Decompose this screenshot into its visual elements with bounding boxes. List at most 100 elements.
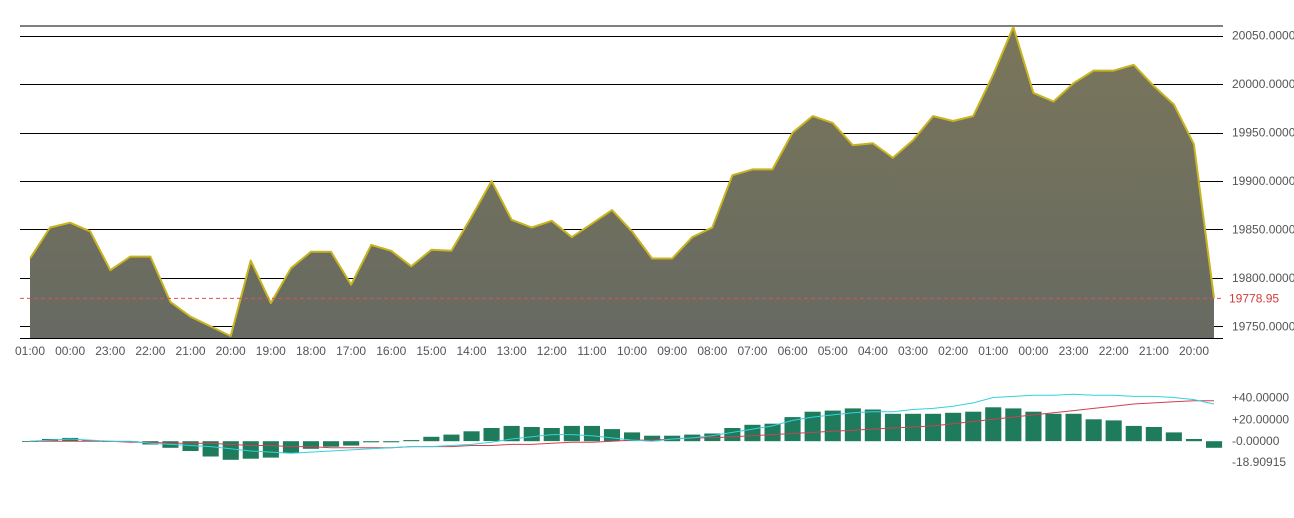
x-tick-label: 01:00	[15, 344, 45, 358]
price-area-fill	[30, 27, 1214, 338]
macd-bar	[1085, 419, 1102, 442]
y-tick-label: 19750.0000	[1232, 319, 1294, 333]
macd-bar	[443, 434, 460, 442]
x-tick-label: 21:00	[1139, 344, 1169, 358]
macd-bar	[262, 441, 279, 458]
macd-bar	[925, 413, 942, 442]
x-tick-label: 06:00	[778, 344, 808, 358]
x-tick-label: 07:00	[737, 344, 767, 358]
y-tick-label: 20050.0000	[1232, 29, 1294, 43]
x-tick-label: 10:00	[617, 344, 647, 358]
y-tick-label: 19850.0000	[1232, 222, 1294, 236]
price-y-axis: 19750.0000 19800.0000 19850.0000 19900.0000…	[1232, 29, 1294, 334]
last-price-marker: 19778.95	[20, 291, 1279, 305]
x-tick-label: 02:00	[938, 344, 968, 358]
macd-histogram	[22, 407, 1223, 460]
main-grid-lines	[20, 25, 1223, 339]
macd-bar	[523, 427, 540, 442]
macd-bar	[764, 423, 781, 442]
x-tick-label: 14:00	[457, 344, 487, 358]
macd-bar	[864, 409, 881, 442]
time-x-axis: 01:00 00:00 23:00 22:00 21:00 20:00 19:00 18:00…	[15, 344, 1209, 358]
macd-bar	[1206, 441, 1223, 448]
macd-y-tick-label: +40.00000	[1232, 390, 1289, 404]
macd-bar	[483, 428, 500, 442]
macd-bar	[302, 441, 319, 449]
x-tick-label: 22:00	[135, 344, 165, 358]
macd-bar	[1045, 413, 1062, 442]
last-price-label: 19778.95	[1229, 291, 1279, 305]
macd-bar	[363, 441, 380, 443]
macd-bar	[603, 429, 620, 442]
macd-bar	[463, 431, 480, 442]
y-tick-label: 19800.0000	[1232, 271, 1294, 285]
macd-bar	[583, 425, 600, 442]
y-tick-label: 20000.0000	[1232, 77, 1294, 91]
macd-bar	[1025, 411, 1042, 442]
macd-bar	[624, 432, 641, 442]
x-tick-label: 08:00	[697, 344, 727, 358]
macd-bar	[423, 436, 440, 442]
macd-signal-line	[30, 400, 1214, 449]
macd-bar	[945, 412, 962, 442]
x-tick-label: 09:00	[657, 344, 687, 358]
x-tick-label: 03:00	[898, 344, 928, 358]
x-tick-label: 16:00	[376, 344, 406, 358]
macd-bar	[383, 441, 400, 443]
x-tick-label: 23:00	[1059, 344, 1089, 358]
x-tick-label: 00:00	[55, 344, 85, 358]
x-tick-label: 17:00	[336, 344, 366, 358]
y-tick-label: 19900.0000	[1232, 174, 1294, 188]
x-tick-label: 22:00	[1099, 344, 1129, 358]
macd-bar	[1105, 420, 1122, 442]
macd-y-tick-label: -0.00000	[1232, 434, 1280, 448]
x-tick-label: 15:00	[416, 344, 446, 358]
macd-lines	[29, 393, 1215, 454]
macd-bar	[62, 437, 79, 442]
macd-bar	[323, 441, 340, 447]
price-line	[29, 26, 1215, 338]
macd-bar	[1005, 408, 1022, 442]
macd-bar	[343, 441, 360, 446]
x-tick-label: 13:00	[497, 344, 527, 358]
macd-bar	[1165, 432, 1182, 442]
x-tick-label: 20:00	[216, 344, 246, 358]
macd-bar	[644, 435, 661, 442]
x-tick-label: 18:00	[296, 344, 326, 358]
macd-bar	[1145, 427, 1162, 442]
macd-bar	[1065, 413, 1082, 442]
macd-bar	[985, 407, 1002, 442]
x-tick-label: 11:00	[577, 344, 606, 358]
macd-bar	[784, 417, 801, 442]
macd-bar	[844, 408, 861, 442]
macd-bar	[1185, 439, 1202, 442]
x-tick-label: 20:00	[1179, 344, 1209, 358]
macd-y-axis: +40.00000 +20.00000 -0.00000 -18.90915	[1232, 390, 1289, 468]
x-tick-label: 12:00	[537, 344, 567, 358]
macd-bar	[804, 411, 821, 442]
x-tick-label: 04:00	[858, 344, 888, 358]
macd-bar	[744, 424, 761, 442]
macd-bar	[664, 435, 681, 442]
macd-bar	[884, 413, 901, 442]
macd-bar	[1125, 425, 1142, 442]
x-tick-label: 19:00	[256, 344, 286, 358]
macd-bar	[202, 441, 219, 457]
macd-bar	[824, 410, 841, 442]
macd-bar	[222, 441, 239, 460]
macd-fast-line	[29, 393, 1215, 454]
macd-bar	[182, 441, 199, 451]
macd-bar	[503, 425, 520, 442]
price-area-series	[29, 26, 1215, 338]
x-tick-label: 00:00	[1018, 344, 1048, 358]
y-tick-label: 19950.0000	[1232, 126, 1294, 140]
x-tick-label: 05:00	[818, 344, 848, 358]
macd-bar	[282, 441, 299, 454]
macd-bar	[403, 440, 420, 442]
macd-bar	[724, 428, 741, 442]
macd-bar	[704, 433, 721, 442]
macd-bar	[563, 425, 580, 442]
x-tick-label: 23:00	[95, 344, 125, 358]
x-tick-label: 01:00	[978, 344, 1008, 358]
